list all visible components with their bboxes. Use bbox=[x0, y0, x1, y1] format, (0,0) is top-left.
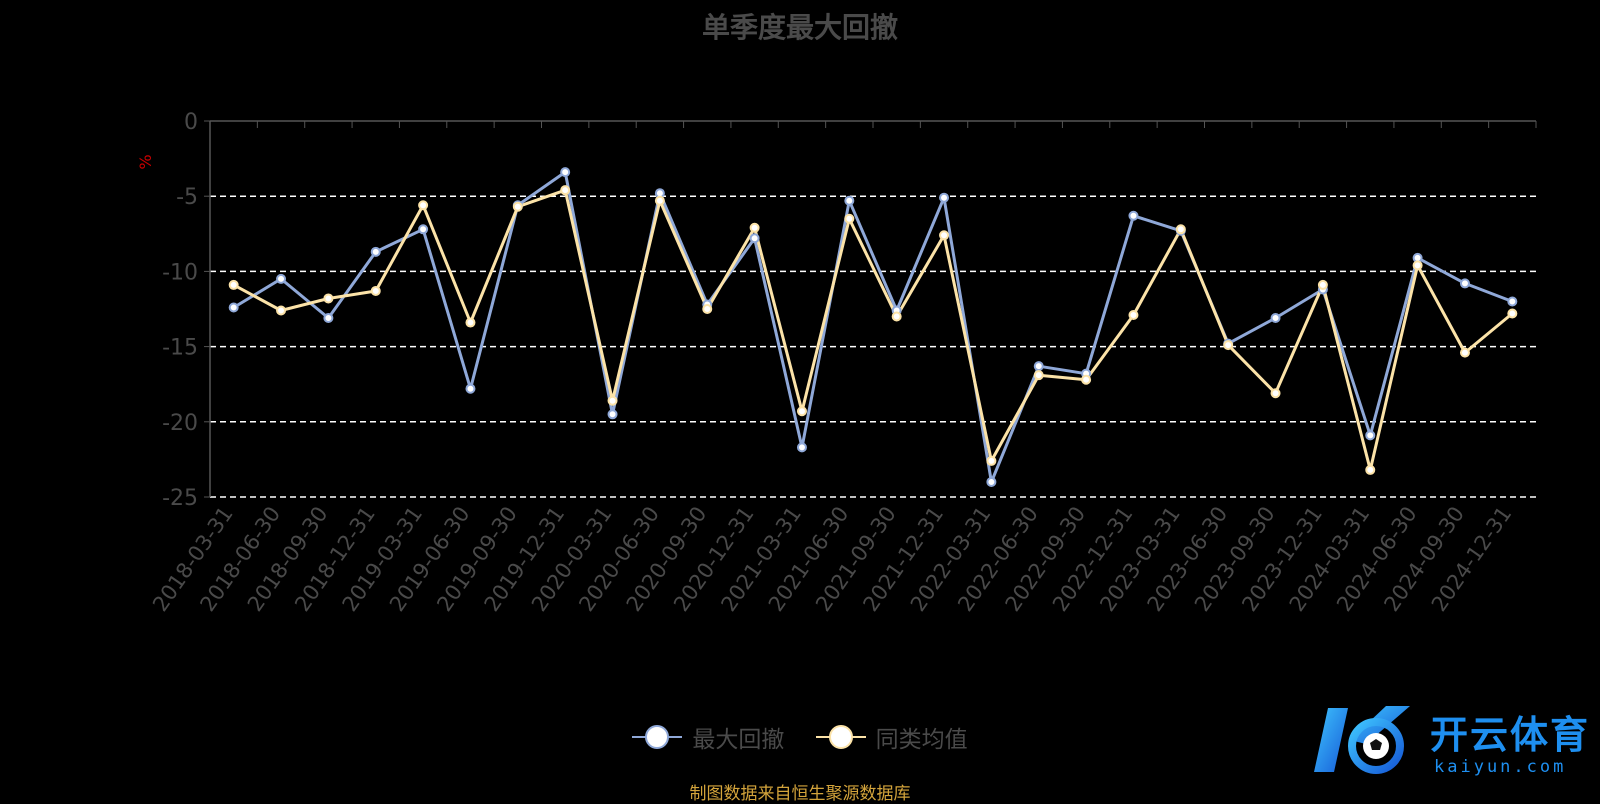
data-point-peer-average bbox=[1412, 260, 1423, 271]
data-point-peer-average bbox=[1081, 374, 1092, 385]
data-point-peer-average bbox=[891, 311, 902, 322]
data-point-peer-average bbox=[702, 304, 713, 314]
y-tick-label: -5 bbox=[176, 185, 198, 210]
data-point-peer-average bbox=[1270, 388, 1281, 399]
data-point-peer-average bbox=[844, 213, 855, 224]
y-tick-label: -20 bbox=[162, 411, 198, 436]
series-line-max-drawdown bbox=[232, 170, 1513, 484]
data-point-peer-average bbox=[370, 285, 381, 296]
kaiyun-logo-icon bbox=[1314, 706, 1410, 774]
data-point-max-drawdown bbox=[323, 313, 334, 324]
data-point-peer-average bbox=[465, 317, 476, 328]
data-point-max-drawdown bbox=[749, 233, 760, 244]
data-point-peer-average bbox=[1033, 370, 1044, 381]
data-point-peer-average bbox=[1365, 464, 1376, 475]
data-point-max-drawdown bbox=[228, 302, 239, 313]
data-point-peer-average bbox=[323, 293, 334, 304]
data-point-peer-average bbox=[418, 200, 429, 211]
data-point-peer-average bbox=[749, 222, 760, 233]
data-point-max-drawdown bbox=[1507, 296, 1518, 307]
legend-item-max-drawdown[interactable]: 最大回撤 bbox=[632, 720, 784, 754]
legend-label-peer-average: 同类均值 bbox=[875, 727, 968, 753]
data-point-peer-average bbox=[654, 195, 665, 206]
data-point-max-drawdown bbox=[560, 167, 571, 178]
data-point-max-drawdown bbox=[844, 195, 855, 206]
data-point-max-drawdown bbox=[370, 246, 381, 257]
data-point-peer-average bbox=[1175, 224, 1186, 235]
data-point-peer-average bbox=[1223, 340, 1234, 351]
data-point-max-drawdown bbox=[1128, 210, 1139, 221]
data-point-peer-average bbox=[607, 395, 618, 406]
data-point-peer-average bbox=[276, 305, 287, 316]
y-tick-label: -25 bbox=[162, 486, 198, 511]
y-tick-label: 0 bbox=[184, 110, 198, 135]
data-point-max-drawdown bbox=[1270, 313, 1281, 324]
chart-title: 单季度最大回撤 bbox=[701, 11, 898, 44]
data-point-max-drawdown bbox=[1459, 278, 1470, 289]
data-point-peer-average bbox=[1459, 347, 1470, 358]
legend-marker-peer-average bbox=[815, 724, 866, 750]
series-line-peer-average bbox=[232, 188, 1514, 472]
data-point-max-drawdown bbox=[939, 192, 950, 203]
data-point-max-drawdown bbox=[796, 442, 807, 453]
watermark-url: kaiyun.com bbox=[1434, 757, 1567, 777]
data-point-peer-average bbox=[1128, 310, 1139, 321]
y-tick-label: -15 bbox=[162, 336, 198, 361]
data-point-peer-average bbox=[939, 230, 950, 241]
data-point-max-drawdown bbox=[418, 224, 429, 235]
legend-label-max-drawdown: 最大回撤 bbox=[692, 727, 785, 753]
legend-item-peer-average[interactable]: 同类均值 bbox=[815, 720, 968, 754]
data-point-max-drawdown bbox=[1033, 361, 1044, 372]
y-axis-label: % bbox=[136, 154, 155, 169]
data-point-max-drawdown bbox=[276, 273, 287, 284]
y-tick-label: -10 bbox=[162, 260, 198, 285]
data-point-peer-average bbox=[228, 279, 239, 290]
data-point-peer-average bbox=[796, 406, 807, 417]
data-point-max-drawdown bbox=[465, 383, 476, 394]
watermark-brand: 开云体育 bbox=[1430, 713, 1591, 757]
data-point-peer-average bbox=[512, 201, 523, 212]
legend[interactable]: 最大回撤 同类均值 bbox=[0, 720, 1600, 756]
data-point-max-drawdown bbox=[1365, 430, 1376, 441]
data-point-max-drawdown bbox=[607, 409, 618, 420]
data-point-peer-average bbox=[1507, 308, 1518, 319]
data-point-peer-average bbox=[560, 185, 571, 196]
data-point-max-drawdown bbox=[986, 476, 997, 487]
data-point-peer-average bbox=[1317, 279, 1328, 290]
data-point-peer-average bbox=[986, 455, 997, 466]
legend-marker-max-drawdown bbox=[632, 724, 683, 750]
data-source-note: 制图数据来自恒生聚源数据库 bbox=[689, 784, 911, 804]
